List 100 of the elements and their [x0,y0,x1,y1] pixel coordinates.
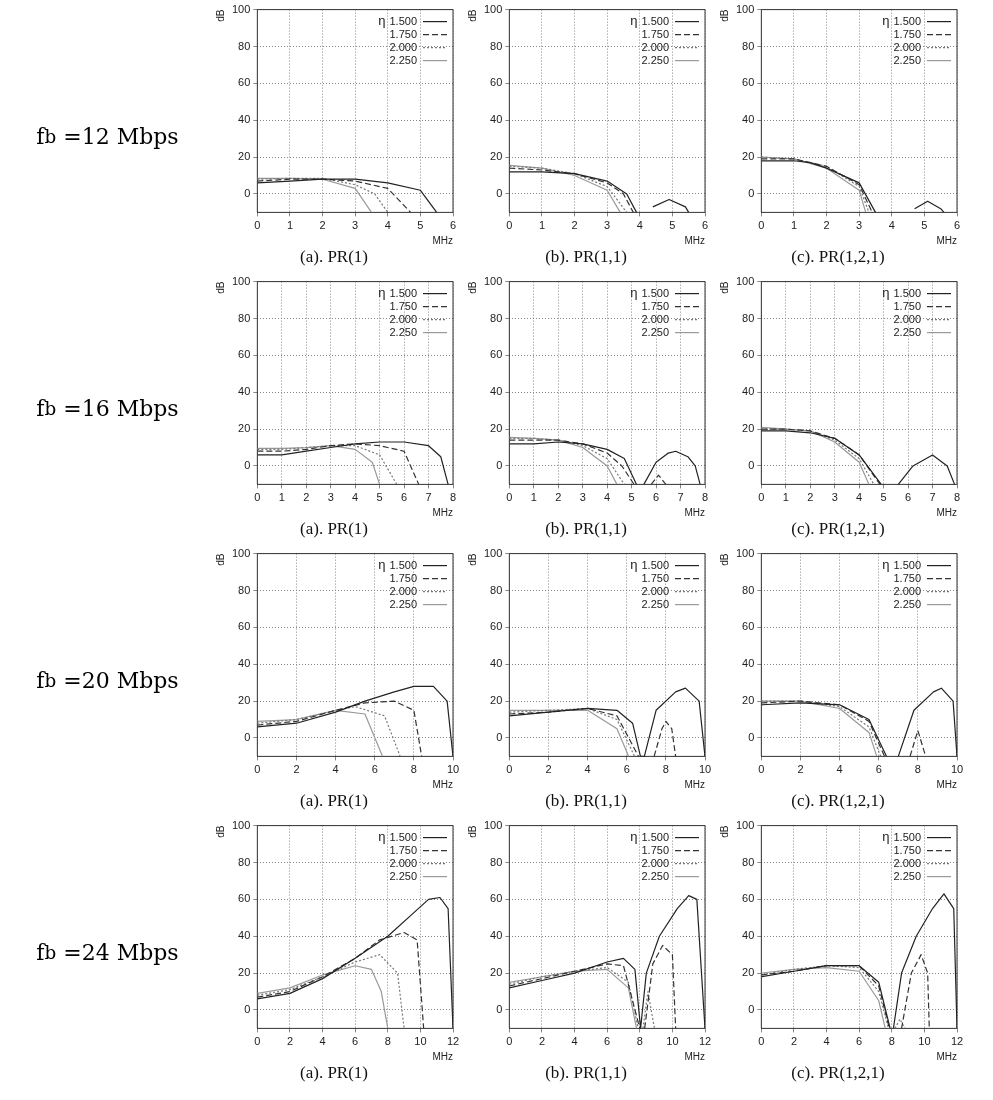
x-tick-label: 5 [669,219,676,232]
legend-label: 2.250 [641,597,669,610]
x-tick-label: 2 [303,491,310,504]
legend-label: 1.500 [893,830,921,843]
y-axis-title: dB [718,281,730,294]
legend-label: 1.500 [893,286,921,299]
x-tick-label: 8 [914,763,921,776]
x-tick-label: 8 [410,763,417,776]
x-tick-label: 5 [628,491,635,504]
y-tick-label: 100 [231,274,251,287]
legend-label: 1.500 [389,14,417,27]
x-tick-label: 4 [571,1035,578,1048]
y-tick-label: 0 [496,186,503,199]
x-tick-label: 6 [449,219,457,232]
y-axis-title: dB [466,9,478,22]
y-tick-label: 100 [483,274,503,287]
y-axis-title: dB [214,281,226,294]
legend-label: 2.000 [641,584,669,597]
y-tick-label: 60 [490,892,503,905]
x-tick-label: 8 [384,1035,391,1048]
x-tick-label: 4 [584,763,591,776]
x-tick-label: 1 [782,491,789,504]
y-tick-label: 80 [742,39,755,52]
text: (a). PR(1) [300,247,368,267]
y-tick-label: 0 [748,1002,755,1015]
y-tick-label: 80 [490,855,503,868]
legend-label: 2.250 [389,53,417,66]
legend-label: 1.500 [893,14,921,27]
y-tick-label: 0 [244,186,251,199]
legend-label: 2.000 [893,856,921,869]
x-tick-label: 5 [880,491,887,504]
y-tick-label: 60 [238,620,251,633]
legend-label: 2.000 [641,40,669,53]
x-tick-label: 2 [823,219,830,232]
y-tick-label: 80 [490,583,503,596]
y-tick-label: 80 [238,39,251,52]
y-tick-label: 20 [238,422,251,435]
legend-label: 2.000 [389,40,417,53]
legend-label: 2.250 [893,325,921,338]
legend-label: 2.000 [641,856,669,869]
legend-label: 2.250 [641,325,669,338]
text: (b). PR(1,1) [545,247,627,267]
y-tick-label: 0 [244,458,251,471]
legend-title: η [630,13,638,29]
y-tick-label: 20 [490,150,503,163]
x-tick-label: 6 [905,491,912,504]
x-tick-label: 6 [653,491,660,504]
y-tick-label: 100 [735,818,755,831]
y-tick-label: 20 [238,150,251,163]
y-tick-label: 80 [238,311,251,324]
x-tick-label: 0 [758,763,765,776]
x-tick-label: 2 [797,763,804,776]
x-tick-label: 0 [254,491,261,504]
legend-title: η [378,557,386,573]
legend-label: 1.750 [641,299,669,312]
x-tick-label: 3 [604,219,611,232]
x-tick-label: 0 [506,763,513,776]
text: (a). PR(1) [300,1063,368,1083]
y-tick-label: 80 [490,39,503,52]
text: (a). PR(1) [300,791,368,811]
text: (b). PR(1,1) [545,1063,627,1083]
y-tick-label: 0 [244,1002,251,1015]
y-tick-label: 40 [238,657,251,670]
y-tick-label: 80 [238,583,251,596]
y-tick-label: 0 [748,458,755,471]
y-tick-label: 60 [742,892,755,905]
x-tick-label: 6 [352,1035,359,1048]
x-tick-label: 2 [538,1035,546,1048]
legend-title: η [882,829,890,845]
y-tick-label: 80 [742,855,755,868]
x-tick-label: 4 [823,1035,830,1048]
y-tick-label: 60 [742,348,755,361]
x-tick-label: 4 [636,219,643,232]
x-tick-label: 4 [836,763,843,776]
x-tick-label: 1 [790,219,798,232]
x-tick-label: 6 [623,763,630,776]
x-tick-label: 2 [571,219,578,232]
legend-label: 1.750 [641,27,669,40]
text: (c). PR(1,2,1) [791,791,885,811]
x-tick-label: 1 [278,491,285,504]
y-tick-label: 100 [735,2,755,15]
x-tick-label: 4 [856,491,863,504]
x-tick-label: 4 [888,219,895,232]
x-tick-label: 3 [579,491,586,504]
y-axis-title: dB [466,553,478,566]
legend-label: 1.500 [389,558,417,571]
x-tick-label: 8 [636,1035,643,1048]
y-tick-label: 60 [742,620,755,633]
legend-label: 2.250 [641,53,669,66]
x-tick-label: 0 [254,1035,261,1048]
x-tick-label: 1 [538,219,546,232]
legend-label: 1.750 [893,299,921,312]
text: (b). PR(1,1) [545,519,627,539]
x-tick-label: 8 [701,491,709,504]
x-tick-label: 6 [856,1035,863,1048]
x-tick-label: 2 [545,763,552,776]
y-tick-label: 40 [742,385,755,398]
text: (b). PR(1,1) [545,791,627,811]
y-tick-label: 100 [231,546,251,559]
legend-label: 1.750 [389,571,417,584]
